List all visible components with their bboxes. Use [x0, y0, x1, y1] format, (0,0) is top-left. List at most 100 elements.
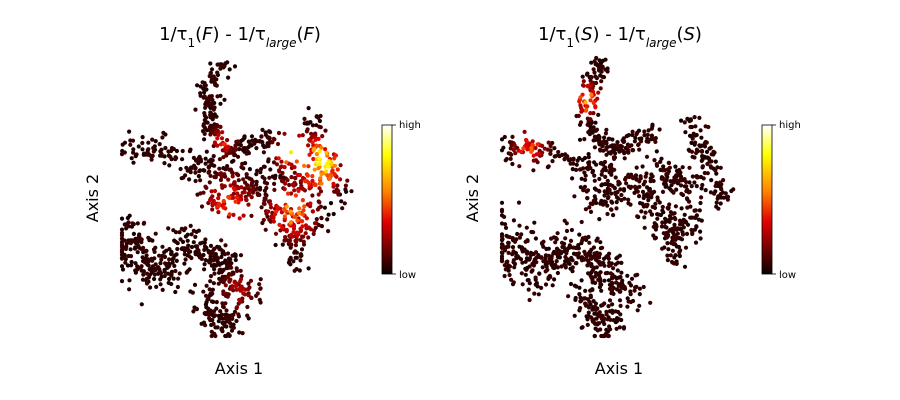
- scatter-point: [592, 145, 598, 150]
- scatter-point: [714, 200, 719, 205]
- scatter-point: [670, 248, 676, 253]
- scatter-point: [577, 99, 582, 104]
- scatter-point: [642, 133, 647, 138]
- scatter-point: [630, 148, 635, 153]
- scatter-point: [253, 187, 258, 192]
- scatter-point: [126, 224, 131, 229]
- scatter-point: [193, 178, 198, 184]
- scatter-point: [682, 184, 687, 189]
- scatter-point: [119, 264, 125, 269]
- scatter-point: [593, 105, 598, 110]
- scatter-point: [306, 266, 311, 271]
- scatter-point: [533, 236, 539, 241]
- scatter-point: [312, 228, 317, 233]
- scatter-point: [226, 177, 231, 182]
- scatter-point: [268, 130, 273, 135]
- scatter-point: [665, 171, 670, 176]
- scatter-point: [305, 173, 310, 178]
- scatter-point: [649, 212, 654, 217]
- scatter-point: [617, 325, 623, 330]
- scatter-point: [258, 167, 264, 172]
- scatter-point: [208, 111, 213, 116]
- scatter-point: [209, 130, 214, 135]
- scatter-point: [598, 86, 603, 91]
- scatter-point: [664, 230, 669, 235]
- scatter-point: [648, 209, 653, 214]
- scatter-point: [615, 143, 620, 148]
- scatter-point: [499, 207, 505, 212]
- scatter-point: [166, 149, 171, 154]
- scatter-point: [195, 83, 200, 88]
- scatter-point: [672, 261, 677, 266]
- scatter-point: [250, 184, 256, 189]
- scatter-point: [528, 252, 534, 258]
- scatter-point: [207, 287, 212, 292]
- colorbar-gradient: [761, 124, 773, 275]
- scatter-point: [552, 277, 557, 282]
- scatter-point: [686, 199, 692, 204]
- scatter-point: [642, 129, 647, 134]
- scatter-point: [209, 333, 214, 339]
- scatter-point: [725, 194, 731, 199]
- scatter-point: [694, 150, 699, 156]
- scatter-point: [202, 90, 207, 95]
- scatter-point: [198, 178, 203, 183]
- scatter-point: [222, 320, 227, 325]
- scatter-point: [587, 205, 592, 210]
- scatter-point: [139, 240, 144, 245]
- scatter-point: [171, 276, 176, 281]
- scatter-point: [343, 187, 348, 192]
- scatter-point: [672, 222, 677, 227]
- scatter-point: [511, 218, 516, 223]
- scatter-point: [676, 244, 682, 250]
- scatter-point: [583, 288, 588, 293]
- scatter-point: [152, 249, 157, 254]
- scatter-point: [636, 142, 641, 147]
- scatter-point: [190, 290, 195, 295]
- scatter-point: [122, 140, 128, 145]
- scatter-point: [280, 225, 285, 230]
- scatter-point: [625, 273, 630, 278]
- scatter-point: [201, 289, 206, 294]
- scatter-point: [585, 317, 590, 322]
- scatter-point: [312, 221, 318, 226]
- scatter-point: [592, 178, 597, 183]
- scatter-point: [605, 178, 610, 183]
- scatter-point: [652, 158, 657, 163]
- scatter-point: [284, 204, 289, 209]
- scatter-point: [323, 147, 328, 152]
- scatter-point: [638, 137, 644, 142]
- scatter-point: [196, 228, 201, 233]
- scatter-point: [229, 169, 234, 174]
- scatter-point: [292, 165, 297, 170]
- scatter-point: [664, 235, 670, 240]
- x-axis-label: Axis 1: [215, 359, 263, 378]
- scatter-point: [650, 204, 655, 209]
- scatter-point: [209, 102, 214, 107]
- scatter-point: [526, 146, 531, 152]
- scatter-point: [293, 176, 298, 181]
- scatter-point: [512, 265, 517, 270]
- scatter-point: [305, 120, 311, 125]
- scatter-point: [318, 176, 323, 181]
- scatter-point: [596, 277, 601, 282]
- scatter-point: [170, 260, 175, 265]
- scatter-point: [135, 250, 140, 255]
- scatter-point: [648, 179, 653, 184]
- y-axis-label: Axis 2: [83, 174, 102, 222]
- scatter-point: [136, 144, 141, 149]
- scatter-point: [216, 196, 221, 201]
- scatter-point: [568, 157, 573, 162]
- scatter-point: [317, 124, 322, 129]
- scatter-point: [573, 295, 578, 301]
- scatter-point: [608, 317, 613, 322]
- scatter-point: [670, 189, 675, 194]
- scatter-point: [146, 263, 151, 268]
- scatter-point: [586, 234, 591, 240]
- scatter-points: [119, 60, 354, 339]
- scatter-point: [552, 146, 557, 151]
- scatter-point: [342, 201, 347, 206]
- scatter-point: [212, 246, 217, 251]
- scatter-point: [146, 140, 151, 145]
- scatter-point: [574, 167, 579, 172]
